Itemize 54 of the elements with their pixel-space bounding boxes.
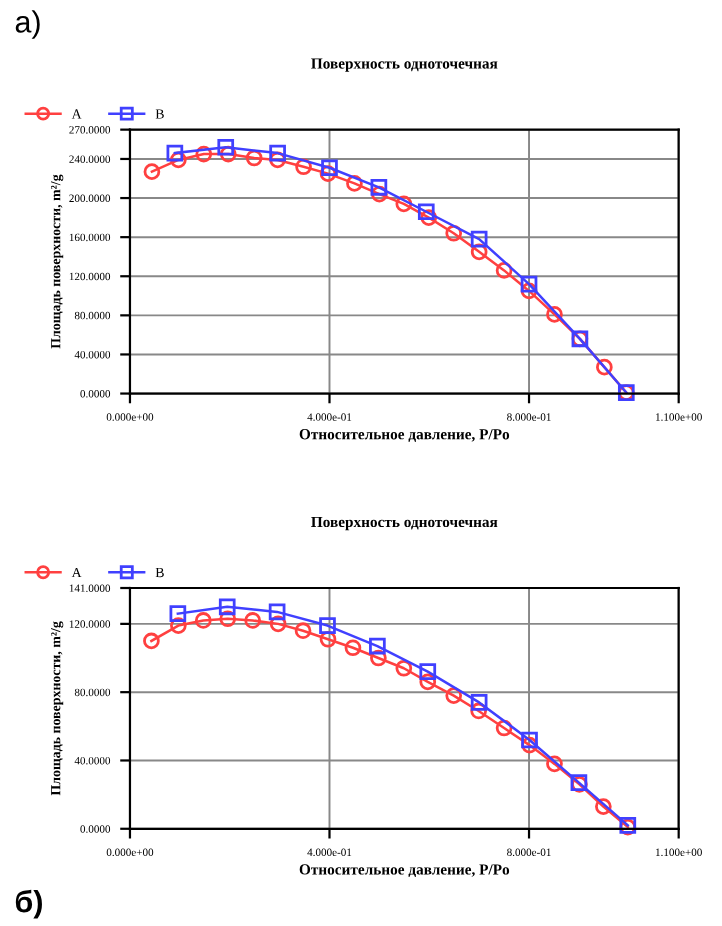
point (370, 178, 388, 196)
point (245, 149, 263, 167)
point (195, 145, 213, 163)
point (470, 694, 488, 711)
point (166, 144, 184, 162)
point (219, 145, 237, 163)
point (369, 637, 386, 655)
point (419, 663, 437, 681)
point (596, 358, 613, 376)
point (346, 175, 363, 192)
point (595, 798, 612, 815)
point (170, 617, 187, 634)
point (319, 617, 336, 634)
point (143, 632, 160, 650)
point (521, 731, 538, 749)
point (470, 230, 488, 248)
point (269, 151, 286, 169)
point (319, 630, 337, 648)
point (244, 612, 262, 629)
point (395, 195, 413, 213)
point (194, 612, 212, 629)
point (445, 224, 463, 242)
point (217, 138, 235, 156)
point (319, 165, 337, 182)
point (419, 673, 437, 691)
point (295, 158, 312, 176)
point (344, 639, 362, 657)
point (417, 203, 435, 221)
point (546, 755, 563, 773)
point (170, 151, 187, 169)
point (268, 603, 286, 621)
point (218, 598, 236, 616)
point (269, 615, 287, 633)
point (520, 282, 538, 300)
point (143, 163, 161, 180)
point (219, 610, 237, 628)
text: б) (15, 889, 42, 919)
point (470, 243, 488, 261)
point (521, 736, 538, 754)
point (370, 649, 387, 667)
point (495, 719, 513, 737)
point (269, 144, 286, 162)
point (495, 262, 513, 279)
point (546, 306, 563, 323)
point (395, 659, 413, 677)
point (169, 605, 187, 622)
point (520, 275, 538, 293)
point (294, 622, 312, 640)
point (470, 702, 487, 720)
point (371, 185, 388, 203)
point (321, 159, 338, 177)
point (420, 209, 438, 226)
point (445, 687, 463, 704)
text: а) (15, 10, 40, 39)
